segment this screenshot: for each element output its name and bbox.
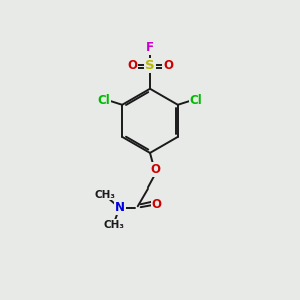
Text: O: O [150, 163, 160, 176]
Text: Cl: Cl [190, 94, 202, 107]
Text: S: S [145, 59, 155, 72]
Text: N: N [115, 201, 125, 214]
Text: CH₃: CH₃ [94, 190, 115, 200]
Text: F: F [146, 41, 154, 54]
Text: O: O [127, 59, 137, 72]
Text: O: O [152, 198, 162, 211]
Text: O: O [163, 59, 173, 72]
Text: Cl: Cl [98, 94, 110, 107]
Text: CH₃: CH₃ [104, 220, 125, 230]
